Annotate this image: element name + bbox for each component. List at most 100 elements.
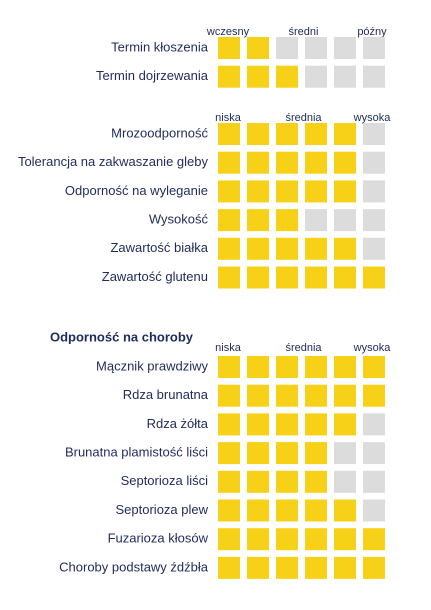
rating-square (247, 413, 269, 436)
rating-square (363, 37, 385, 59)
row-label: Tolerancja na zakwaszanie gleby (18, 154, 209, 169)
rating-square (363, 442, 385, 465)
row-label: Septorioza liści (121, 473, 209, 488)
rating-square (276, 237, 298, 260)
rating-square (218, 413, 240, 436)
row-label: Mrozoodporność (111, 125, 208, 140)
rating-square (276, 413, 298, 436)
row-label: Rdza żółta (147, 416, 209, 431)
rating-square (247, 442, 269, 465)
rating-square (305, 266, 327, 289)
rating-square (218, 499, 240, 522)
rating-square (247, 151, 269, 174)
rating-square (218, 556, 240, 579)
rating-square (305, 442, 327, 465)
rating-square (276, 266, 298, 289)
rating-square (218, 528, 240, 551)
rating-square (276, 37, 298, 59)
rating-square (218, 442, 240, 465)
rating-square (218, 209, 240, 232)
rating-square (276, 151, 298, 174)
rating-square (363, 237, 385, 260)
rating-square (247, 37, 269, 59)
row-label: Wysokość (149, 212, 209, 227)
rating-square (276, 528, 298, 551)
rating-square (218, 356, 240, 378)
rating-square (363, 470, 385, 493)
rating-square (276, 556, 298, 579)
rating-square (276, 442, 298, 465)
rating-square (247, 470, 269, 493)
rating-square (218, 266, 240, 289)
scale-label: średni (289, 26, 319, 38)
rating-square (363, 413, 385, 436)
rating-square (305, 123, 327, 145)
rating-square (305, 384, 327, 407)
row-label: Mącznik prawdziwy (96, 358, 208, 373)
rating-square (218, 470, 240, 493)
rating-square (247, 209, 269, 232)
rating-square (247, 65, 269, 88)
rating-square (218, 37, 240, 59)
rating-square (363, 209, 385, 232)
rating-square (363, 266, 385, 289)
rating-square (305, 237, 327, 260)
rating-square (363, 528, 385, 551)
rating-square (363, 384, 385, 407)
scale-label: wysoka (353, 112, 392, 124)
rating-square (334, 180, 356, 203)
rating-square (247, 266, 269, 289)
rating-square (305, 151, 327, 174)
rating-square (276, 123, 298, 145)
rating-square (305, 180, 327, 203)
scale-label: późny (357, 26, 387, 38)
row-label: Termin dojrzewania (96, 68, 209, 83)
scale-label: średnia (285, 112, 322, 124)
scale-label: niska (215, 342, 242, 354)
rating-square (305, 470, 327, 493)
rating-square (247, 499, 269, 522)
rating-square (334, 556, 356, 579)
rating-square (305, 528, 327, 551)
rating-square (363, 499, 385, 522)
rating-square (247, 384, 269, 407)
rating-square (218, 237, 240, 260)
rating-square (305, 356, 327, 378)
rating-square (334, 442, 356, 465)
rating-square (218, 151, 240, 174)
rating-square (276, 180, 298, 203)
rating-square (305, 413, 327, 436)
rating-square (247, 556, 269, 579)
rating-square (363, 123, 385, 145)
rating-square (334, 413, 356, 436)
row-label: Fuzarioza kłosów (108, 531, 209, 546)
rating-square (363, 556, 385, 579)
rating-square (334, 123, 356, 145)
rating-square (334, 65, 356, 88)
rating-square (218, 123, 240, 145)
section-title: Odporność na choroby (50, 329, 194, 344)
rating-square (334, 528, 356, 551)
rating-square (334, 37, 356, 59)
rating-square (334, 384, 356, 407)
row-label: Septorioza plew (116, 502, 209, 517)
rating-square (305, 499, 327, 522)
rating-square (334, 237, 356, 260)
rating-square (247, 180, 269, 203)
rating-square (276, 499, 298, 522)
rating-square (305, 37, 327, 59)
rating-square (334, 209, 356, 232)
row-label: Rdza brunatna (123, 387, 209, 402)
row-label: Odporność na wyleganie (65, 183, 208, 198)
rating-square (305, 65, 327, 88)
rating-square (305, 556, 327, 579)
rating-square (247, 123, 269, 145)
scale-label: wysoka (353, 342, 392, 354)
rating-square (363, 151, 385, 174)
row-label: Brunatna plamistość liści (65, 445, 208, 460)
rating-square (218, 180, 240, 203)
rating-square (305, 209, 327, 232)
rating-square (247, 528, 269, 551)
rating-square (363, 356, 385, 378)
